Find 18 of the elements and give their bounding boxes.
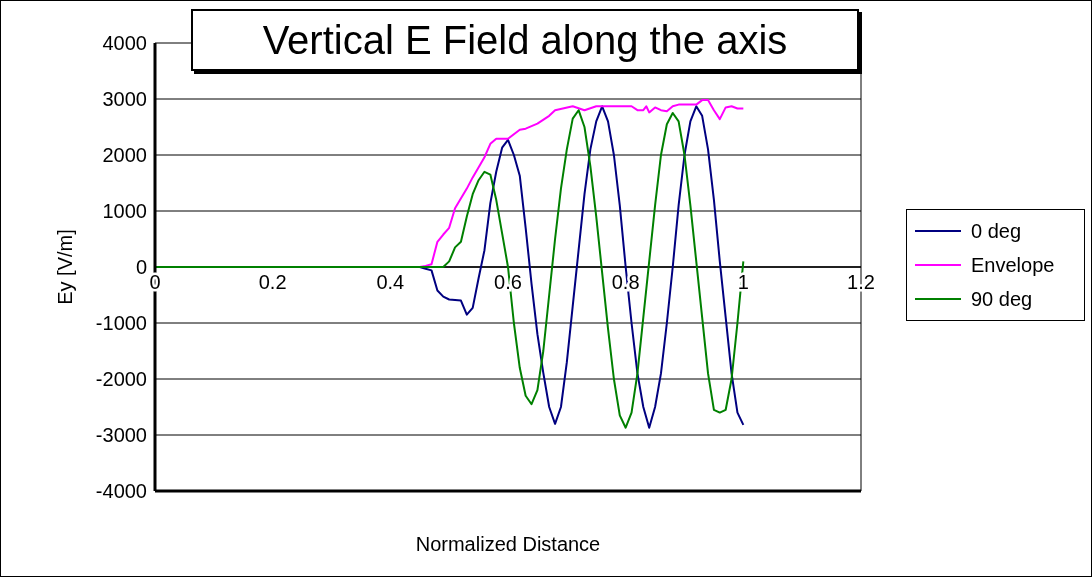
x-tick-label: 1.2 [847, 271, 875, 293]
y-tick-label: 4000 [102, 32, 147, 55]
legend-label: Envelope [971, 253, 1055, 277]
legend-label: 0 deg [971, 219, 1022, 243]
y-tick-label: -2000 [95, 368, 147, 391]
y-tick-label: -4000 [95, 480, 147, 503]
y-axis-title: Ey [V/m] [54, 229, 77, 305]
y-tick-label: 0 [135, 256, 147, 279]
legend-label: 90 deg [971, 287, 1033, 311]
chart-title: Vertical E Field along the axis [262, 17, 788, 63]
x-axis-title: Normalized Distance [415, 533, 601, 555]
y-tick-label: 2000 [102, 144, 147, 167]
x-tick-label: 0.4 [376, 271, 405, 293]
x-tick-label: 0.2 [258, 271, 287, 293]
y-tick-label: 3000 [102, 88, 147, 111]
y-tick-label: -3000 [95, 424, 147, 447]
y-tick-label: -1000 [95, 312, 147, 335]
y-tick-label: 1000 [102, 200, 147, 223]
